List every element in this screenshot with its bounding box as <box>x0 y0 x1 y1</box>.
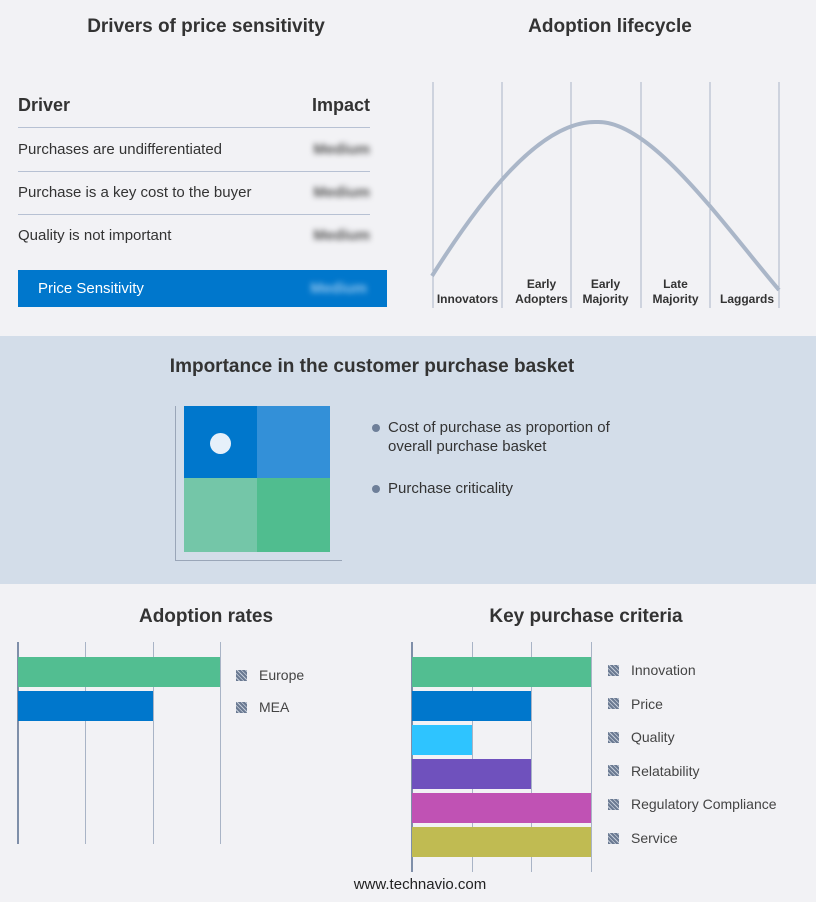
stage-early-majority: Early Majority <box>582 277 629 306</box>
gridline <box>531 642 533 872</box>
driver-row: Purchase is a key cost to the buyer Mediu… <box>18 171 370 215</box>
drivers-header: Driver Impact <box>18 84 370 128</box>
adoption-rates-title: Adoption rates <box>138 606 274 627</box>
legend-swatch-icon <box>236 701 247 713</box>
quadrant <box>184 478 257 552</box>
quadrant <box>257 406 330 478</box>
legend-label: Service <box>631 830 678 846</box>
legend-label: Europe <box>259 667 305 683</box>
legend-item: MEA <box>236 699 289 715</box>
y-axis <box>411 642 413 872</box>
driver-label: Purchases are undifferentiated <box>18 141 223 158</box>
bar-innovation <box>412 657 591 687</box>
legend-label: Innovation <box>631 662 696 678</box>
gridline <box>591 642 592 872</box>
summary-label: Price Sensitivity <box>38 280 144 297</box>
drivers-title: Drivers of price sensitivity <box>87 16 325 37</box>
legend-label: Regulatory Compliance <box>631 796 777 813</box>
legend-label: Relatability <box>631 762 700 779</box>
position-marker <box>210 433 231 454</box>
stage-late-majority: Late Majority <box>652 277 699 306</box>
legend-swatch-icon <box>608 765 619 777</box>
gridline <box>85 642 87 844</box>
legend-item: Service <box>608 830 678 846</box>
bar-europe <box>18 657 220 687</box>
legend-swatch-icon <box>608 832 619 844</box>
col-impact: Impact <box>311 95 370 115</box>
footer-url: www.technavio.com <box>353 876 487 893</box>
stage-early-adopters: Early Adopters <box>515 277 568 306</box>
gridline <box>220 642 221 844</box>
gridline <box>152 642 154 844</box>
bar-regulatory-compliance <box>412 793 591 823</box>
bar-relatability <box>412 759 532 789</box>
driver-label: Purchase is a key cost to the buyer <box>18 184 252 201</box>
legend-swatch-icon <box>236 669 247 681</box>
lifecycle-title: Adoption lifecycle <box>528 16 692 37</box>
bar-mea <box>18 691 153 721</box>
legend-swatch-icon <box>608 731 619 743</box>
gridline <box>471 642 473 872</box>
legend-swatch-icon <box>608 798 619 810</box>
driver-label: Quality is not important <box>18 227 172 244</box>
driver-row: Purchases are undifferentiated Medium <box>18 128 370 172</box>
basket-title: Importance in the customer purchase bask… <box>169 356 575 377</box>
legend-item: Europe <box>236 667 304 683</box>
quadrant <box>257 478 330 552</box>
impact-value: Medium <box>313 141 370 158</box>
y-axis <box>17 642 19 844</box>
legend-label: Quality <box>631 729 675 746</box>
legend-item: Innovation <box>608 662 696 678</box>
lifecycle-curve <box>430 119 781 292</box>
legend-swatch-icon <box>608 664 619 676</box>
legend-label: MEA <box>259 699 290 715</box>
stage-laggards: Laggards <box>719 292 774 306</box>
legend-label: Price <box>631 695 663 712</box>
basket-legend-item: Purchase criticality <box>372 479 513 498</box>
summary-impact: Medium <box>310 280 367 297</box>
legend-swatch-icon <box>608 698 619 710</box>
basket-section <box>0 336 816 584</box>
bar-service <box>412 827 591 857</box>
driver-row: Quality is not important Medium <box>18 214 370 257</box>
lifecycle-chart <box>430 82 781 308</box>
legend-item: Quality <box>608 729 675 745</box>
basket-legend-item: Cost of purchase as proportion of overal… <box>372 418 632 456</box>
legend-item: Relatability <box>608 763 699 779</box>
bar-price <box>412 691 532 721</box>
col-driver: Driver <box>18 95 71 115</box>
impact-value: Medium <box>313 227 370 244</box>
price-sensitivity-summary: Price Sensitivity Medium <box>18 270 387 307</box>
impact-value: Medium <box>313 184 370 201</box>
kpc-title: Key purchase criteria <box>489 606 683 627</box>
bar-quality <box>412 725 472 755</box>
stage-innovators: Innovators <box>436 292 499 306</box>
legend-item: Regulatory Compliance <box>608 796 777 812</box>
legend-item: Price <box>608 696 663 712</box>
